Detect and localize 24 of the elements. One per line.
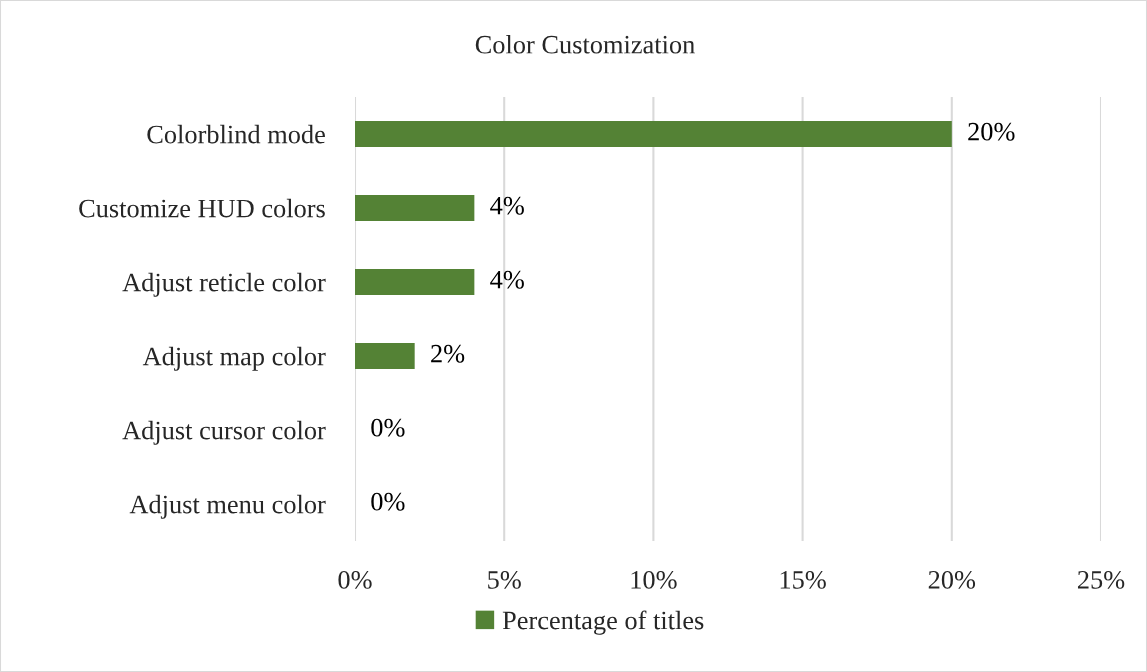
bar	[355, 269, 475, 295]
bar	[355, 343, 415, 369]
bar	[355, 121, 952, 147]
legend-label: Percentage of titles	[502, 610, 704, 635]
y-tick-label: Adjust menu color	[129, 494, 326, 519]
x-tick-label: 0%	[338, 570, 372, 589]
data-label: 20%	[968, 122, 1015, 141]
data-label: 2%	[431, 344, 465, 363]
y-tick-label: Adjust reticle color	[122, 272, 326, 297]
data-label: 0%	[371, 492, 405, 511]
bar	[355, 195, 475, 221]
y-tick-label: Adjust map color	[142, 346, 326, 371]
data-label: 0%	[371, 418, 405, 437]
x-tick-label: 15%	[780, 570, 826, 589]
data-label: 4%	[490, 270, 524, 289]
y-tick-label: Customize HUD colors	[79, 198, 325, 218]
x-tick-label: 25%	[1077, 570, 1125, 589]
x-tick-label: 20%	[928, 570, 976, 589]
data-label: 4%	[490, 196, 524, 215]
x-tick-label: 10%	[631, 570, 677, 589]
x-tick-label: 5%	[488, 570, 521, 589]
y-tick-label: Adjust cursor color	[122, 420, 326, 445]
chart-title: Color Customization	[475, 35, 695, 54]
y-tick-label: Colorblind mode	[147, 124, 325, 144]
